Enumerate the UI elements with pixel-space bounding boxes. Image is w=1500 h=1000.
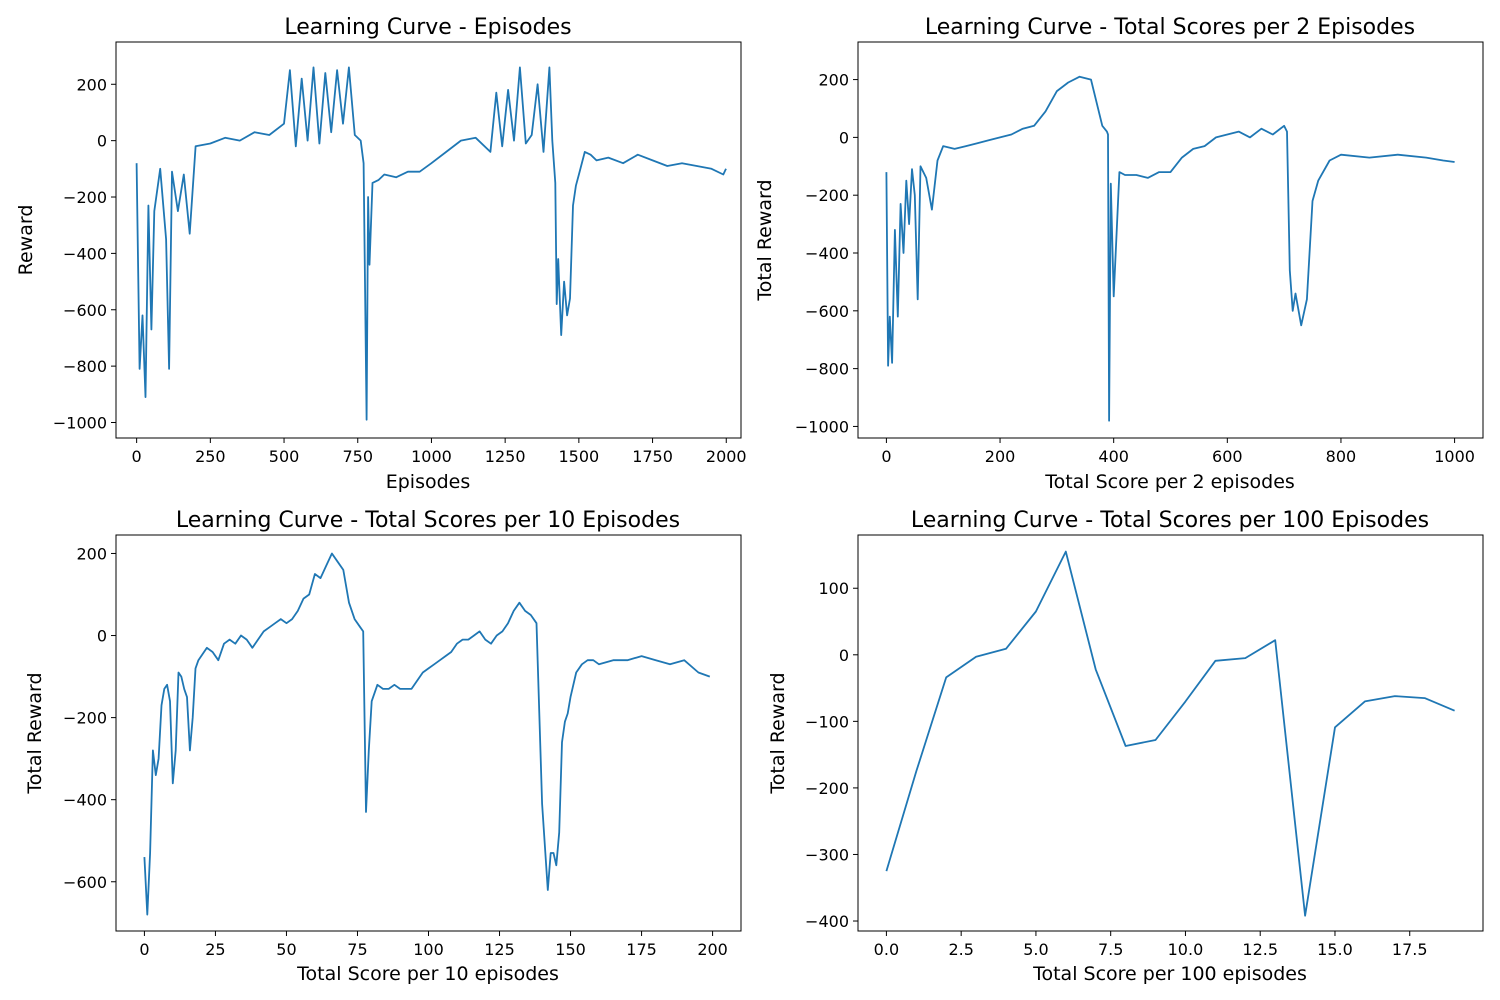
x-tick-label: 200	[697, 940, 728, 959]
y-tick-label: 0	[839, 646, 849, 665]
y-tick-label: −200	[63, 188, 107, 207]
y-tick-label: 200	[76, 75, 107, 94]
x-tick-label: 75	[347, 940, 367, 959]
y-axis-label: Total Reward	[754, 179, 776, 301]
chart-title: Learning Curve - Total Scores per 2 Epis…	[925, 15, 1415, 40]
y-tick-label: 200	[818, 71, 849, 90]
y-tick-label: −1000	[53, 413, 107, 432]
x-tick-label: 0	[139, 940, 149, 959]
x-tick-label: 1750	[632, 447, 673, 466]
x-tick-label: 0	[132, 447, 142, 466]
series-line	[135, 66, 727, 421]
series-line	[885, 75, 1455, 422]
y-tick-label: −400	[63, 244, 107, 263]
x-tick-label: 1250	[485, 447, 526, 466]
y-tick-label: −200	[805, 779, 849, 798]
plot-area: 0 25 50 75 100 125 150 175 200 −600 −400 −200 0 200	[63, 534, 742, 959]
x-tick-label: 1500	[558, 447, 599, 466]
y-tick-label: 0	[839, 128, 849, 147]
x-tick-label: 800	[1326, 447, 1357, 466]
chart-title: Learning Curve - Episodes	[284, 15, 571, 40]
x-tick-label: 0	[881, 447, 891, 466]
x-axis-label: Total Score per 10 episodes	[296, 963, 559, 985]
series-line	[143, 552, 711, 916]
x-tick-label: 2000	[706, 447, 747, 466]
x-tick-label: 0.0	[874, 940, 899, 959]
x-tick-label: 12.5	[1242, 940, 1278, 959]
plot-area: 0.0 2.5 5.0 7.5 10.0 12.5 15.0 17.5 −400 −300 −200…	[805, 534, 1484, 959]
x-tick-label: 1000	[1434, 447, 1475, 466]
x-tick-label: 500	[269, 447, 300, 466]
plot-area: 0 250 500 750 1000 1250 1500 1750 2000−1000−800−…	[53, 41, 747, 466]
axes-frame	[115, 41, 742, 439]
y-tick-label: 0	[97, 132, 107, 151]
x-tick-label: 17.5	[1392, 940, 1428, 959]
y-tick-label: −300	[805, 845, 849, 864]
y-axis-label: Total Reward	[767, 672, 789, 794]
subplot-per-10-episodes: Learning Curve - Total Scores per 10 Epi…	[24, 508, 742, 985]
x-axis-label: Episodes	[386, 471, 471, 493]
subplot-episodes: Learning Curve - Episodes Episodes Rewar…	[15, 15, 747, 493]
y-axis-label: Reward	[15, 205, 37, 276]
x-axis-label: Total Score per 2 episodes	[1044, 471, 1295, 493]
x-tick-label: 2.5	[948, 940, 973, 959]
x-tick-label: 150	[555, 940, 586, 959]
x-tick-label: 7.5	[1098, 940, 1123, 959]
y-tick-label: −200	[63, 709, 107, 728]
axes-frame	[857, 534, 1484, 932]
x-tick-label: 125	[484, 940, 515, 959]
y-tick-label: −800	[63, 357, 107, 376]
y-tick-label: −200	[805, 186, 849, 205]
chart-title: Learning Curve - Total Scores per 10 Epi…	[176, 508, 680, 533]
x-tick-label: 175	[626, 940, 657, 959]
y-axis-label: Total Reward	[24, 672, 46, 794]
y-tick-label: 200	[76, 544, 107, 563]
x-tick-label: 750	[342, 447, 373, 466]
plot-area: 0 200 400 600 800 1000 −1000 −800 −600 −400 −200 0 2…	[795, 41, 1484, 466]
y-tick-label: −600	[63, 873, 107, 892]
x-tick-label: 400	[1098, 447, 1129, 466]
x-tick-label: 1000	[411, 447, 452, 466]
y-tick-label: −100	[805, 712, 849, 731]
series-line	[885, 550, 1455, 917]
x-tick-label: 200	[985, 447, 1016, 466]
x-tick-label: 5.0	[1023, 940, 1048, 959]
axes-frame	[857, 41, 1484, 439]
x-tick-label: 10.0	[1168, 940, 1204, 959]
subplot-per-2-episodes: Learning Curve - Total Scores per 2 Epis…	[754, 15, 1484, 493]
y-tick-label: 100	[818, 579, 849, 598]
x-tick-label: 25	[205, 940, 225, 959]
x-tick-label: 250	[195, 447, 226, 466]
x-tick-label: 600	[1212, 447, 1243, 466]
y-tick-label: −800	[805, 360, 849, 379]
x-tick-label: 15.0	[1317, 940, 1353, 959]
chart-title: Learning Curve - Total Scores per 100 Ep…	[911, 508, 1429, 533]
x-axis-label: Total Score per 100 episodes	[1032, 963, 1307, 985]
y-tick-label: −600	[63, 301, 107, 320]
y-tick-label: −600	[805, 302, 849, 321]
y-tick-label: −400	[805, 912, 849, 931]
subplot-per-100-episodes: Learning Curve - Total Scores per 100 Ep…	[767, 508, 1484, 985]
x-tick-label: 100	[413, 940, 444, 959]
y-tick-label: −400	[63, 791, 107, 810]
x-tick-label: 50	[276, 940, 296, 959]
y-tick-label: −400	[805, 244, 849, 263]
y-tick-label: 0	[97, 627, 107, 646]
y-tick-label: −1000	[795, 417, 849, 436]
